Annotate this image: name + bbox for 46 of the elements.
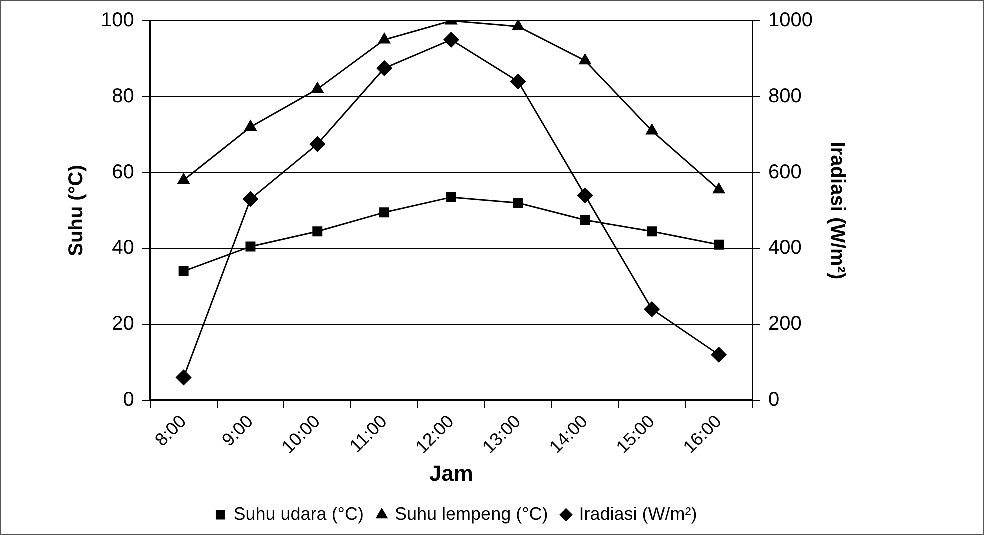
point xyxy=(446,192,456,202)
y-tick-label: 20 xyxy=(112,313,134,336)
point xyxy=(512,21,524,30)
y2-tick-label: 1000 xyxy=(768,10,814,32)
legend-label: Suhu lempeng (°C) xyxy=(395,504,548,524)
point xyxy=(644,302,660,318)
point xyxy=(713,183,725,194)
point xyxy=(312,82,324,94)
point xyxy=(242,192,258,208)
point xyxy=(246,242,256,252)
point xyxy=(310,136,326,152)
y2-tick-label: 200 xyxy=(768,313,802,336)
point xyxy=(579,54,592,65)
point xyxy=(178,174,190,184)
point xyxy=(176,370,192,386)
y-tick-label: 100 xyxy=(100,10,134,32)
point xyxy=(178,266,189,276)
legend-label: Suhu udara (°C) xyxy=(234,504,364,524)
y-tick-label: 60 xyxy=(112,161,134,184)
point xyxy=(513,198,524,208)
point xyxy=(647,226,658,237)
point xyxy=(711,347,727,363)
x-tick-label: 9:00 xyxy=(218,411,258,450)
point xyxy=(444,32,460,48)
y2-tick-label: 800 xyxy=(768,85,802,108)
legend-label: Iradiasi (W/m²) xyxy=(579,504,698,524)
point xyxy=(580,215,590,226)
y2-tick-label: 600 xyxy=(768,161,802,184)
y-axis-title: Suhu (°C) xyxy=(66,165,88,256)
x-axis-title: Jam xyxy=(429,460,474,486)
y2-axis-title: Iradiasi (W/m²) xyxy=(826,142,848,280)
point xyxy=(577,188,593,204)
y-tick-label: 80 xyxy=(112,85,134,108)
y-tick-label: 0 xyxy=(123,388,134,411)
point xyxy=(714,240,724,250)
point xyxy=(510,74,526,90)
point xyxy=(646,124,658,135)
point xyxy=(312,226,323,237)
point xyxy=(244,120,257,132)
point xyxy=(376,60,392,76)
y2-tick-label: 0 xyxy=(768,388,780,411)
point xyxy=(378,33,390,44)
y2-tick-label: 400 xyxy=(768,237,802,260)
x-tick-label: 8:00 xyxy=(151,411,190,450)
y-tick-label: 40 xyxy=(112,237,134,260)
point xyxy=(380,208,390,218)
